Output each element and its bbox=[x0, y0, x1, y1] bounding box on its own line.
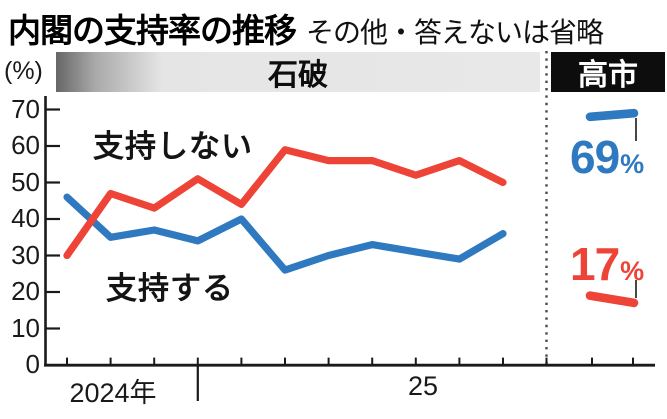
y-axis-unit-label: (%) bbox=[4, 57, 43, 85]
y-tick-50: 50 bbox=[11, 166, 40, 197]
chart-note: その他・答えないは省略 bbox=[306, 17, 604, 48]
y-tick-30: 30 bbox=[11, 239, 40, 270]
x-label-25: 25 bbox=[407, 371, 439, 401]
disapprove-latest-number: 17 bbox=[570, 238, 620, 290]
disapprove-percent-sign: % bbox=[620, 256, 645, 286]
approve-line-takaichi bbox=[585, 108, 639, 122]
approve-line bbox=[63, 193, 507, 274]
period-label-takaichi: 高市 bbox=[578, 59, 638, 92]
y-tick-70: 70 bbox=[11, 93, 40, 124]
page-title: 内閣の支持率の推移 bbox=[8, 12, 297, 49]
approve-percent-sign: % bbox=[620, 149, 645, 179]
disapprove-line-takaichi bbox=[585, 291, 639, 308]
approve-latest-number: 69 bbox=[570, 131, 620, 183]
disapprove-line bbox=[63, 146, 507, 260]
series-label-approve: 支持する bbox=[106, 271, 234, 306]
y-tick-60: 60 bbox=[11, 130, 40, 161]
disapprove-latest-value: 17 % bbox=[570, 237, 644, 291]
y-tick-0: 0 bbox=[25, 349, 40, 380]
y-tick-10: 10 bbox=[11, 312, 40, 343]
y-tick-40: 40 bbox=[11, 203, 40, 234]
y-tick-20: 20 bbox=[11, 276, 40, 307]
period-band-ishiba: 石破 bbox=[56, 52, 540, 92]
series-label-disapprove: 支持しない bbox=[93, 129, 253, 164]
period-badge-takaichi: 高市 bbox=[551, 52, 665, 92]
x-label-2024: 2024年 bbox=[69, 378, 157, 408]
approve-latest-value: 69 % bbox=[570, 130, 644, 184]
title-row: 内閣の支持率の推移 その他・答えないは省略 bbox=[8, 4, 604, 52]
period-label-ishiba: 石破 bbox=[268, 59, 328, 92]
